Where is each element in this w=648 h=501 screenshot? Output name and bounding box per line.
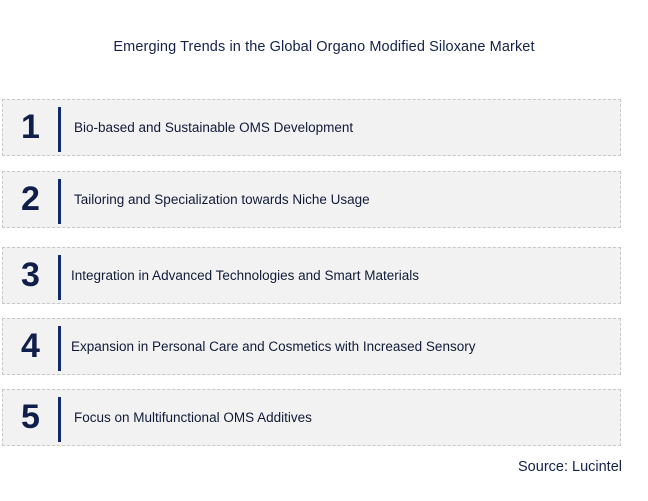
trend-box-5: 5 Focus on Multifunctional OMS Additives — [2, 389, 621, 446]
source-credit: Source: Lucintel — [518, 459, 622, 475]
trend-number-5: 5 — [21, 398, 40, 436]
trend-label-3: Integration in Advanced Technologies and… — [71, 268, 419, 283]
trend-label-2: Tailoring and Specialization towards Nic… — [74, 192, 370, 207]
trend-divider-bar-1 — [58, 107, 61, 152]
trend-number-4: 4 — [21, 327, 40, 365]
trend-box-1: 1 Bio-based and Sustainable OMS Developm… — [2, 99, 621, 156]
trend-divider-bar-4 — [58, 326, 61, 371]
trend-label-4: Expansion in Personal Care and Cosmetics… — [71, 339, 476, 354]
trend-number-1: 1 — [21, 108, 40, 146]
trend-box-4: 4 Expansion in Personal Care and Cosmeti… — [2, 318, 621, 375]
trend-number-3: 3 — [21, 256, 40, 294]
trend-divider-bar-5 — [58, 397, 61, 442]
trend-divider-bar-2 — [58, 179, 61, 224]
trend-divider-bar-3 — [58, 255, 61, 300]
trend-number-2: 2 — [21, 180, 40, 218]
trend-label-5: Focus on Multifunctional OMS Additives — [74, 410, 312, 425]
trend-box-3: 3 Integration in Advanced Technologies a… — [2, 247, 621, 304]
trend-box-2: 2 Tailoring and Specialization towards N… — [2, 171, 621, 228]
diagram-title: Emerging Trends in the Global Organo Mod… — [113, 39, 535, 55]
trend-label-1: Bio-based and Sustainable OMS Developmen… — [74, 120, 354, 135]
